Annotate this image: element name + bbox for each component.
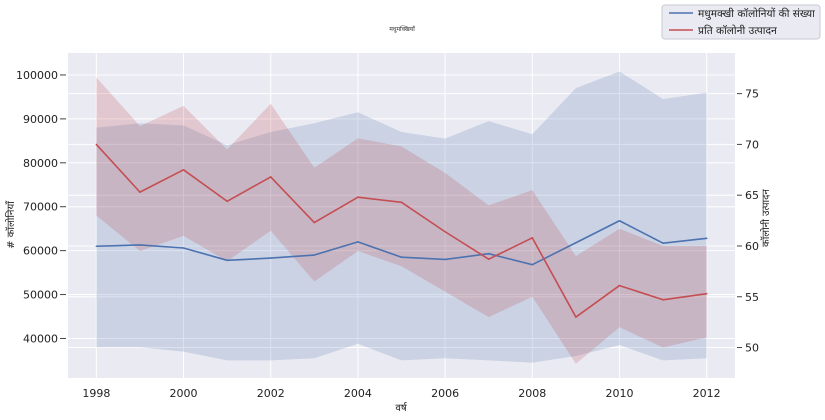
- data-point-yield: [226, 200, 228, 203]
- data-point-colonies: [400, 256, 403, 259]
- data-point-yield: [531, 237, 534, 239]
- tick-labels: 1998 2000 2002 2004 2006 2008 2010 2012 40000 500…: [16, 69, 759, 400]
- data-point-colonies: [705, 237, 708, 240]
- x-tick-label: 2012: [693, 387, 721, 400]
- legend-label-yield: प्रति कॉलोनी उत्पादन: [698, 24, 777, 37]
- grid: [68, 53, 735, 378]
- data-point-yield: [182, 168, 185, 171]
- y-right-tick-label: 65: [745, 189, 759, 202]
- y-left-tick-label: 100000: [16, 69, 58, 82]
- data-point-colonies: [269, 257, 272, 259]
- legend-box: [661, 4, 821, 40]
- data-point-yield: [313, 221, 316, 224]
- data-point-yield: [444, 230, 446, 233]
- data-point-colonies: [357, 241, 359, 243]
- x-tick-label: 2004: [344, 387, 372, 400]
- data-point-colonies: [531, 263, 534, 266]
- data-point-colonies: [226, 259, 228, 262]
- y-left-tick-label: 90000: [23, 113, 58, 126]
- y-left-tick-label: 50000: [23, 289, 58, 302]
- data-point-colonies: [575, 241, 577, 244]
- x-tick-label: 2010: [605, 387, 633, 400]
- data-point-colonies: [444, 258, 446, 261]
- data-point-yield: [575, 316, 577, 318]
- y-left-tick-label: 70000: [23, 201, 58, 214]
- legend: मधुमक्खी कॉलोनियों की संख्या प्रति कॉलोन…: [661, 4, 821, 40]
- y-right-tick-label: 50: [745, 342, 759, 355]
- data-point-colonies: [487, 252, 490, 255]
- y-right-tick-label: 70: [745, 138, 759, 151]
- y-right-tick-label: 60: [745, 240, 759, 253]
- data-point-yield: [487, 258, 490, 260]
- data-point-colonies: [95, 245, 98, 248]
- x-axis-label: वर्ष: [395, 402, 407, 414]
- y-left-tick-label: 40000: [23, 332, 58, 345]
- y-axis-label-right: कॉलोनी उत्पादन: [760, 189, 772, 247]
- data-point-yield: [139, 191, 141, 193]
- x-tick-label: 2002: [257, 387, 285, 400]
- y-left-tick-label: 80000: [23, 157, 58, 170]
- data-point-yield: [95, 143, 98, 146]
- data-point-yield: [662, 298, 664, 301]
- x-tick-label: 2008: [518, 387, 546, 400]
- y-right-tick-label: 55: [745, 291, 759, 304]
- data-point-colonies: [618, 219, 621, 222]
- data-point-yield: [705, 292, 708, 295]
- x-tick-label: 2000: [170, 387, 198, 400]
- series-lines: [95, 143, 708, 318]
- confidence-band-colonies: [96, 71, 707, 363]
- x-tick-label: 1998: [82, 387, 110, 400]
- confidence-band-yield: [96, 77, 707, 364]
- chart-title: मधुमक्खियाँ: [389, 25, 416, 33]
- data-point-colonies: [182, 247, 185, 249]
- confidence-bands: [96, 71, 707, 364]
- data-point-yield: [357, 196, 359, 199]
- data-point-yield: [618, 284, 621, 287]
- data-point-colonies: [313, 254, 316, 256]
- data-point-colonies: [139, 244, 141, 246]
- y-left-tick-label: 60000: [23, 245, 58, 258]
- legend-label-colonies: मधुमक्खी कॉलोनियों की संख्या: [698, 7, 815, 20]
- y-right-tick-label: 75: [745, 88, 759, 101]
- data-point-colonies: [662, 242, 664, 244]
- plot-background: [68, 53, 735, 378]
- y-axis-label-left: # कॉलोनियाँ: [5, 200, 17, 249]
- data-point-yield: [400, 201, 403, 204]
- x-tick-label: 2006: [431, 387, 459, 400]
- data-point-yield: [269, 176, 272, 178]
